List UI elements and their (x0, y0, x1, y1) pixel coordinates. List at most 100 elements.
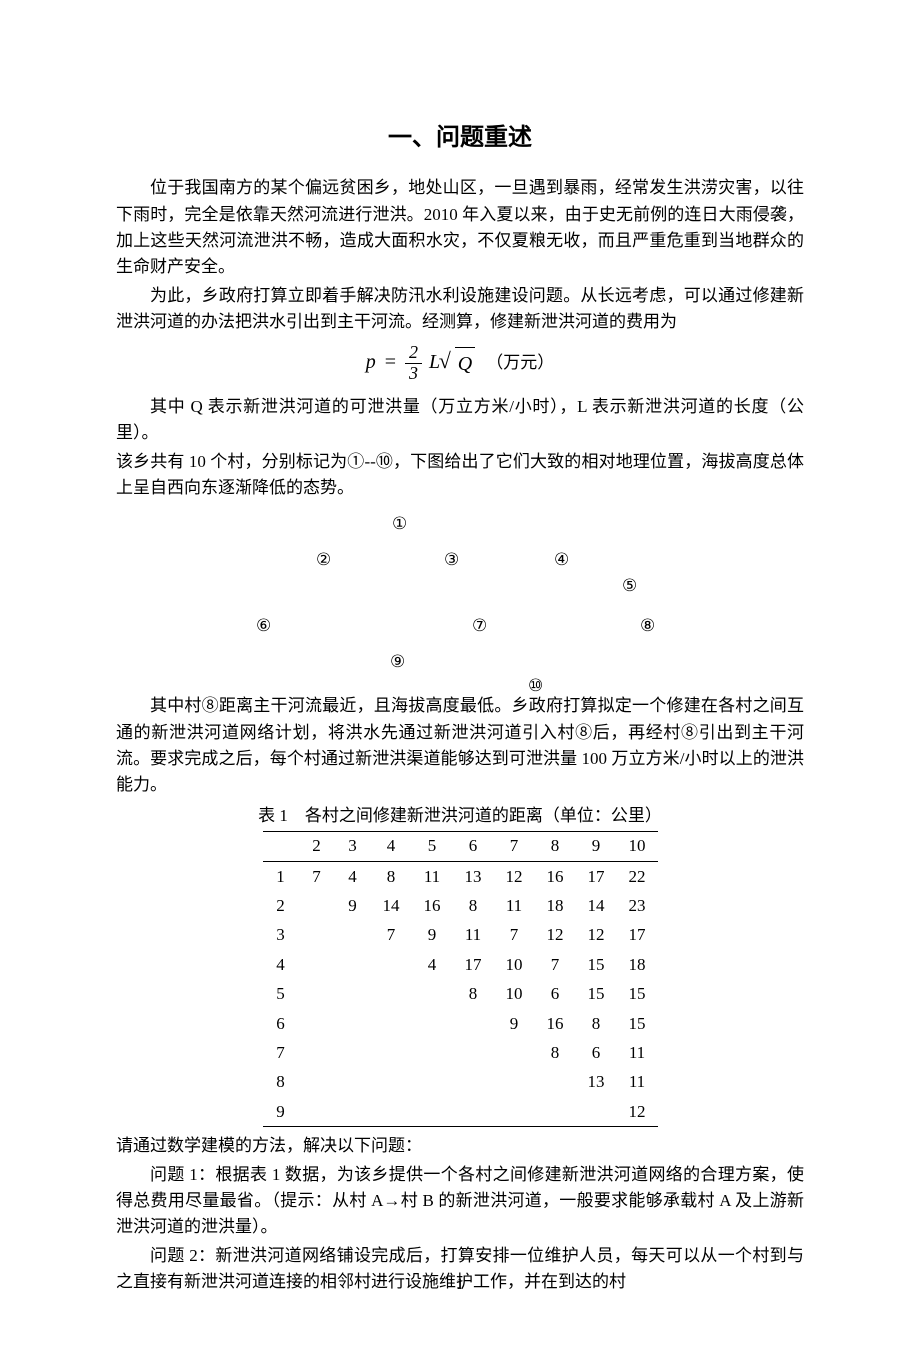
table-cell (299, 921, 335, 950)
table-row: 6916815 (263, 1009, 658, 1038)
table-cell: 22 (617, 862, 658, 892)
table-cell: 11 (453, 921, 494, 950)
table-cell: 8 (576, 1009, 617, 1038)
table-col-header: 5 (412, 831, 453, 861)
table-row: 291416811181423 (263, 892, 658, 921)
table-cell: 8 (453, 892, 494, 921)
table-cell (453, 1009, 494, 1038)
table-cell (453, 1038, 494, 1067)
table-row-header: 4 (263, 950, 299, 979)
village-node-n1: ① (392, 511, 407, 537)
table-cell: 6 (535, 980, 576, 1009)
paragraph-villages-intro: 该乡共有 10 个村，分别标记为①--⑩，下图给出了它们大致的相对地理位置，海拔… (116, 449, 804, 502)
formula-fraction: 2 3 (405, 343, 422, 384)
table-cell: 8 (453, 980, 494, 1009)
table-row-header: 6 (263, 1009, 299, 1038)
table-cell (335, 1038, 371, 1067)
table-row: 44171071518 (263, 950, 658, 979)
table-cell (335, 1009, 371, 1038)
table-cell (494, 1097, 535, 1127)
table-col-header (263, 831, 299, 861)
table-row: 379117121217 (263, 921, 658, 950)
table-cell (412, 1068, 453, 1097)
table-cell: 9 (494, 1009, 535, 1038)
table-cell: 15 (576, 980, 617, 1009)
table-cell (335, 1068, 371, 1097)
paragraph-solve-intro: 请通过数学建模的方法，解决以下问题： (116, 1133, 804, 1159)
table-row-header: 9 (263, 1097, 299, 1127)
table-cell: 12 (576, 921, 617, 950)
table-cell: 15 (576, 950, 617, 979)
table-cell: 16 (412, 892, 453, 921)
diagram-canvas: ①②③④⑤⑥⑦⑧⑨⑩ (240, 511, 680, 685)
cost-formula: p = 2 3 L √ Q （万元） (116, 343, 804, 384)
table-row: 1748111312161722 (263, 862, 658, 892)
table-cell (412, 1097, 453, 1127)
table-row: 581061515 (263, 980, 658, 1009)
table-header-row: 2345678910 (263, 831, 658, 861)
paragraph-intro-2: 为此，乡政府打算立即着手解决防汛水利设施建设问题。从长远考虑，可以通过修建新泄洪… (116, 283, 804, 336)
table-cell: 4 (412, 950, 453, 979)
table-row: 78611 (263, 1038, 658, 1067)
table-cell (335, 950, 371, 979)
table-cell: 8 (371, 862, 412, 892)
village-node-n2: ② (316, 547, 331, 573)
paragraph-question-1: 问题 1：根据表 1 数据，为该乡提供一个各村之间修建新泄洪河道网络的合理方案，… (116, 1162, 804, 1241)
table-cell: 17 (453, 950, 494, 979)
table-caption: 表 1 各村之间修建新泄洪河道的距离（单位：公里） (116, 803, 804, 829)
table-cell: 18 (617, 950, 658, 979)
section-title: 一、问题重述 (116, 120, 804, 157)
table-cell: 7 (371, 921, 412, 950)
table-row-header: 8 (263, 1068, 299, 1097)
table-cell (371, 950, 412, 979)
table-row: 912 (263, 1097, 658, 1127)
village-node-n5: ⑤ (622, 573, 637, 599)
table-cell: 16 (535, 862, 576, 892)
table-cell: 14 (576, 892, 617, 921)
distance-table: 2345678910 17481113121617222914168111814… (263, 831, 658, 1127)
table-cell: 10 (494, 950, 535, 979)
table-cell: 14 (371, 892, 412, 921)
table-cell: 9 (335, 892, 371, 921)
table-row: 8 1311 (263, 1068, 658, 1097)
table-cell: 7 (535, 950, 576, 979)
table-cell (371, 980, 412, 1009)
formula-numerator: 2 (405, 343, 422, 364)
table-cell (299, 1097, 335, 1127)
paragraph-village8-desc: 其中村⑧距离主干河流最近，且海拔高度最低。乡政府打算拟定一个修建在各村之间互通的… (116, 693, 804, 798)
table-cell: 12 (494, 862, 535, 892)
table-cell (299, 1038, 335, 1067)
table-cell (299, 1009, 335, 1038)
table-row-header: 2 (263, 892, 299, 921)
table-cell (299, 1068, 335, 1097)
table-cell (371, 1068, 412, 1097)
formula-denominator: 3 (405, 364, 422, 384)
table-cell: 13 (576, 1068, 617, 1097)
sqrt-icon: √ (439, 344, 451, 378)
table-cell (453, 1068, 494, 1097)
table-cell (453, 1097, 494, 1127)
village-node-n3: ③ (444, 547, 459, 573)
table-cell: 18 (535, 892, 576, 921)
table-cell (535, 1068, 576, 1097)
table-cell: 11 (412, 862, 453, 892)
table-cell (299, 892, 335, 921)
table-cell: 8 (535, 1038, 576, 1067)
table-col-header: 3 (335, 831, 371, 861)
table-cell (335, 1097, 371, 1127)
formula-unit: （万元） (486, 353, 554, 372)
table-cell: 12 (535, 921, 576, 950)
table-cell (371, 1038, 412, 1067)
table-cell: 11 (494, 892, 535, 921)
table-cell (371, 1009, 412, 1038)
table-cell: 15 (617, 1009, 658, 1038)
page-number: 1 (0, 1273, 920, 1298)
table-col-header: 4 (371, 831, 412, 861)
formula-lhs: p (366, 351, 376, 373)
paragraph-intro-1: 位于我国南方的某个偏远贫困乡，地处山区，一旦遇到暴雨，经常发生洪涝灾害，以往下雨… (116, 175, 804, 280)
village-node-n4: ④ (554, 547, 569, 573)
table-cell (412, 980, 453, 1009)
table-cell: 17 (576, 862, 617, 892)
table-cell: 11 (617, 1068, 658, 1097)
table-cell (576, 1097, 617, 1127)
